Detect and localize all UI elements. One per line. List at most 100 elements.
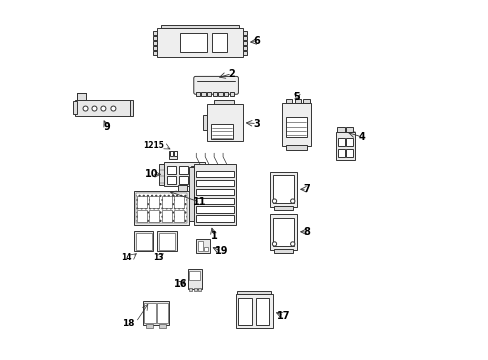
Text: 13: 13 [152, 253, 163, 262]
Bar [335, 132, 354, 160]
Bar [345, 127, 353, 132]
Bar [285, 117, 306, 137]
Text: 11: 11 [193, 197, 206, 207]
Bar [212, 33, 226, 53]
Bar [196, 206, 233, 213]
Bar [242, 41, 246, 45]
Bar [166, 176, 176, 184]
Bar [160, 25, 239, 28]
Bar [242, 51, 246, 55]
Bar [337, 138, 344, 146]
Text: 1215: 1215 [142, 141, 163, 150]
Bar [272, 217, 294, 246]
Bar [144, 303, 155, 323]
Bar [206, 104, 242, 141]
Bar [237, 291, 271, 294]
Bar [196, 198, 233, 204]
Bar [136, 196, 146, 207]
Bar [211, 124, 232, 139]
Bar [174, 196, 184, 207]
Bar [168, 151, 177, 159]
Bar [189, 167, 194, 221]
Text: 19: 19 [214, 247, 228, 256]
Bar [196, 239, 209, 253]
Text: 3: 3 [253, 118, 260, 129]
Bar [190, 176, 200, 184]
Bar [270, 214, 296, 249]
Text: 9: 9 [103, 122, 110, 132]
Bar [134, 231, 153, 251]
Bar [229, 92, 234, 96]
Bar [337, 149, 344, 157]
Bar [190, 166, 200, 174]
Bar [196, 171, 233, 177]
Bar [255, 298, 268, 325]
Bar [157, 28, 242, 57]
Circle shape [83, 106, 88, 111]
Circle shape [111, 106, 116, 111]
Bar [337, 127, 345, 132]
Bar [156, 303, 167, 323]
Bar [135, 193, 187, 223]
Bar [159, 233, 175, 249]
Bar [134, 191, 189, 225]
Bar [142, 301, 169, 325]
Bar [152, 36, 157, 40]
Bar [73, 102, 77, 114]
Text: 5: 5 [293, 92, 300, 102]
Bar [238, 298, 251, 325]
Text: 6: 6 [253, 36, 260, 46]
Bar [149, 210, 159, 222]
Circle shape [272, 199, 276, 203]
Bar [285, 145, 306, 150]
Bar [270, 172, 296, 207]
Bar [346, 138, 352, 146]
Bar [218, 92, 222, 96]
Bar [242, 31, 246, 35]
Bar [196, 215, 233, 222]
Bar [285, 99, 291, 103]
Bar [170, 151, 173, 157]
Circle shape [290, 242, 294, 246]
Bar [203, 115, 206, 130]
Bar [136, 210, 146, 222]
Bar [235, 294, 272, 328]
Bar [189, 288, 192, 292]
Bar [273, 249, 293, 253]
Bar [152, 46, 157, 50]
Bar [77, 93, 85, 100]
Text: 1: 1 [210, 231, 217, 242]
Bar [196, 189, 233, 195]
Circle shape [101, 106, 106, 111]
Text: 2: 2 [228, 68, 235, 78]
Bar [242, 46, 246, 50]
FancyBboxPatch shape [193, 76, 238, 94]
Bar [152, 31, 157, 35]
Bar [224, 92, 228, 96]
Text: 16: 16 [174, 279, 187, 289]
Bar [346, 149, 352, 157]
Circle shape [92, 106, 97, 111]
Bar [188, 269, 201, 289]
Bar [180, 33, 206, 53]
Bar [273, 206, 293, 210]
Bar [152, 51, 157, 55]
Bar [214, 100, 233, 104]
Bar [159, 164, 164, 185]
Bar [159, 324, 165, 328]
Bar [294, 99, 300, 103]
Bar [146, 324, 153, 328]
Text: 17: 17 [277, 311, 290, 321]
Bar [166, 166, 176, 174]
Bar [282, 103, 310, 146]
Bar [178, 185, 187, 191]
Bar [195, 92, 200, 96]
Bar [135, 233, 151, 249]
Bar [162, 210, 171, 222]
Text: 18: 18 [122, 319, 135, 328]
Bar [130, 100, 133, 116]
Bar [179, 176, 188, 184]
Bar [198, 242, 203, 251]
Text: 8: 8 [303, 227, 310, 237]
Bar [164, 162, 205, 186]
